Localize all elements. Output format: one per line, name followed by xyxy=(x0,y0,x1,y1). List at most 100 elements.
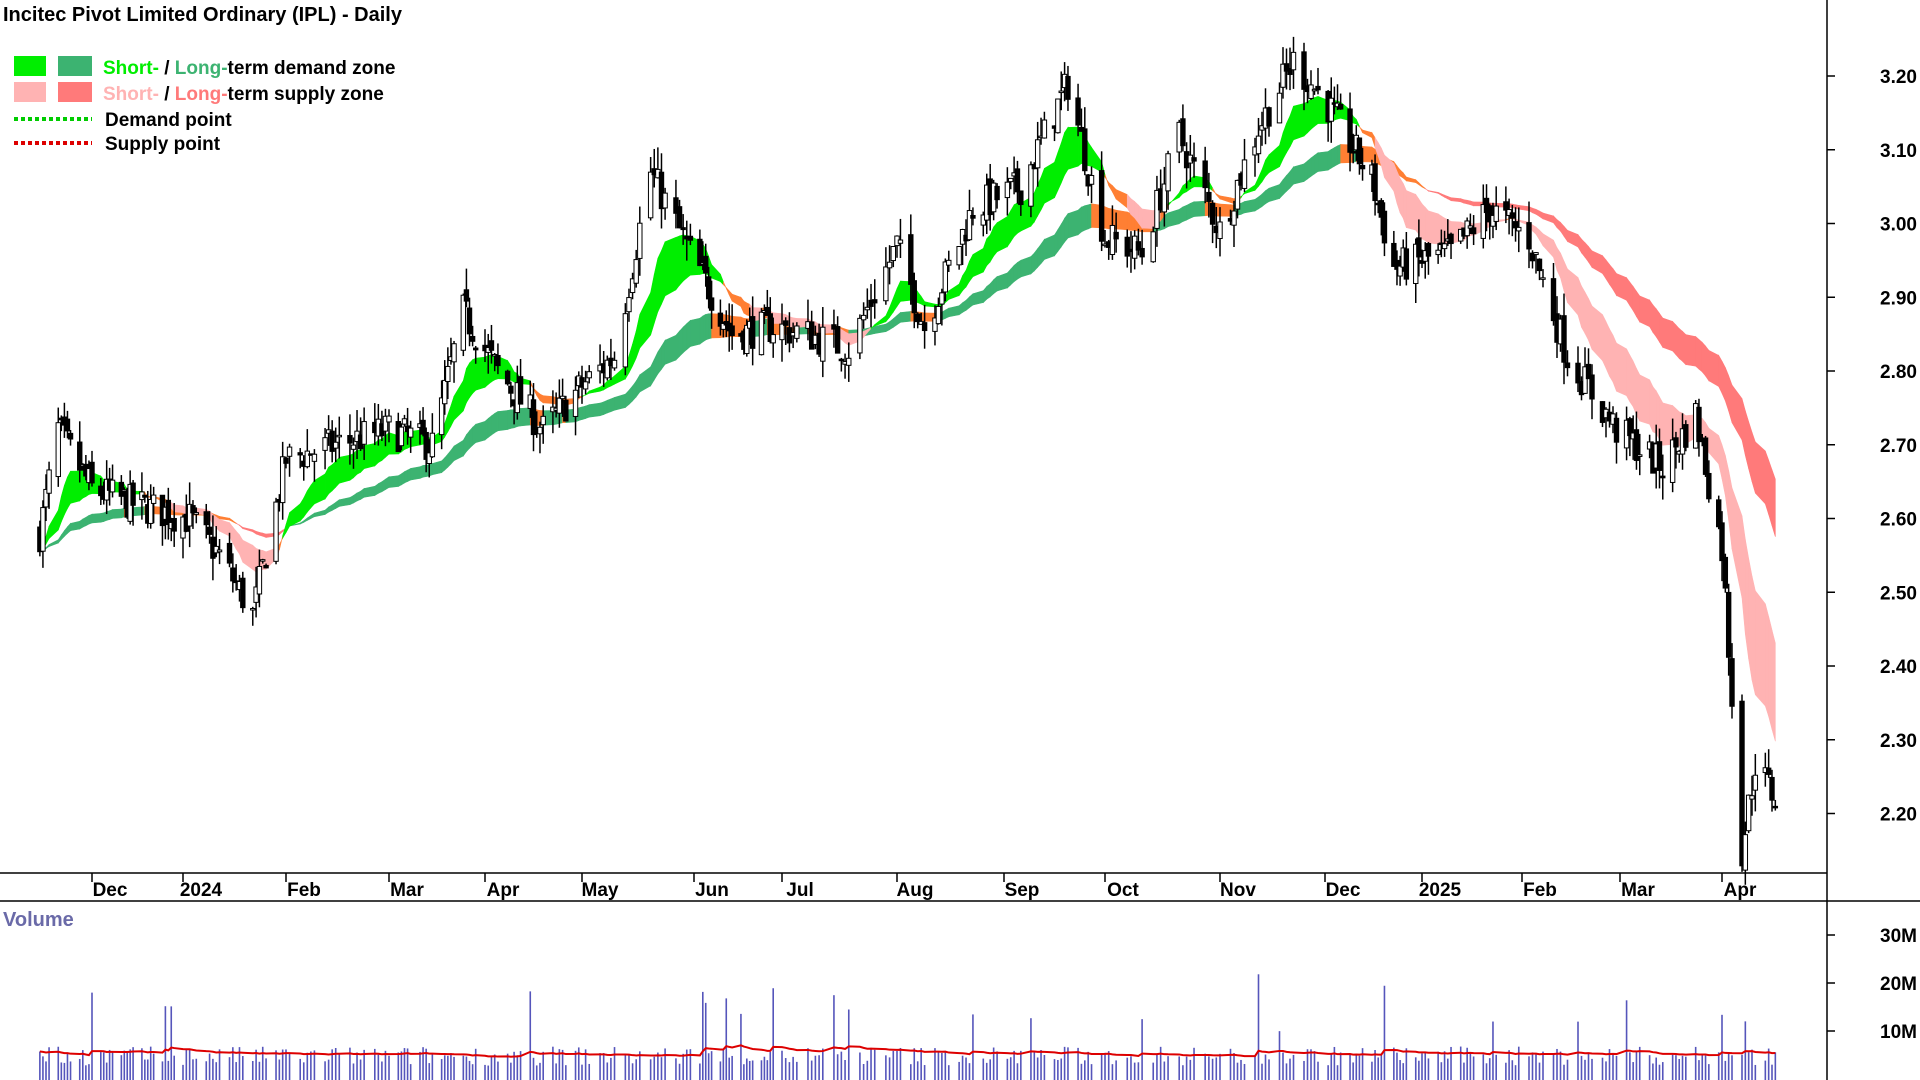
long-term-zone-band xyxy=(1765,450,1769,515)
candle-body xyxy=(1065,75,1071,100)
long-term-zone-band xyxy=(64,525,68,538)
time-tick-label: Mar xyxy=(390,880,424,901)
candle-body xyxy=(1391,242,1397,267)
candle-body xyxy=(857,317,863,354)
short-term-zone-band xyxy=(1054,152,1059,198)
long-term-zone-band xyxy=(657,345,662,375)
candle-body xyxy=(932,317,938,332)
candle-body xyxy=(466,307,473,335)
long-term-zone-band xyxy=(1402,171,1407,182)
short-term-zone-band xyxy=(1282,123,1287,160)
long-term-zone-band xyxy=(699,315,704,345)
candle-body xyxy=(469,335,476,342)
short-term-zone-band xyxy=(1393,163,1398,204)
short-term-zone-band xyxy=(1167,192,1180,207)
long-term-zone-band xyxy=(686,319,691,351)
long-term-zone-band xyxy=(1040,238,1045,265)
long-term-zone-band xyxy=(958,302,963,316)
short-term-zone-band xyxy=(48,509,59,540)
candle-body xyxy=(1582,366,1588,394)
long-term-zone-band xyxy=(360,487,365,500)
short-term-zone-band xyxy=(1581,285,1586,335)
long-term-zone-band xyxy=(1258,193,1263,210)
long-term-zone-band xyxy=(599,401,604,417)
short-term-zone-band xyxy=(61,485,65,522)
short-term-zone-band xyxy=(1010,203,1015,243)
candle-body xyxy=(939,292,945,305)
candle-body xyxy=(860,314,867,321)
long-term-zone-band xyxy=(494,411,499,434)
candle-body xyxy=(186,503,193,527)
short-term-zone-band xyxy=(1588,298,1593,350)
short-term-zone-band xyxy=(1115,189,1128,209)
legend-demand-zone: Short- / Long-term demand zone xyxy=(103,58,395,79)
candle-body xyxy=(43,488,49,508)
long-term-zone-band xyxy=(1060,217,1065,248)
candle-body xyxy=(1209,202,1216,225)
long-term-zone-band xyxy=(996,272,1008,292)
long-term-zone-band xyxy=(581,405,586,420)
long-term-zone-band xyxy=(229,517,234,523)
candle-body xyxy=(256,565,263,595)
candle-body xyxy=(744,324,750,355)
long-term-zone-band xyxy=(1167,208,1180,228)
candle-body xyxy=(556,397,563,414)
candle-body xyxy=(350,444,357,450)
short-term-zone-band xyxy=(1286,115,1291,154)
long-term-zone-band xyxy=(1182,204,1187,222)
chart-title: Incitec Pivot Limited Ordinary (IPL) - D… xyxy=(3,4,403,26)
candle-body xyxy=(915,313,921,323)
long-term-zone-band xyxy=(702,313,707,343)
candle-body xyxy=(1191,157,1197,162)
short-term-zone-band xyxy=(536,390,541,402)
short-term-zone-band xyxy=(1352,115,1357,125)
long-term-zone-band xyxy=(989,278,994,298)
candle-body xyxy=(838,358,845,362)
long-term-zone-band xyxy=(109,509,113,520)
volume-tick-label: 30M xyxy=(1880,926,1917,947)
long-term-zone-band xyxy=(444,453,449,471)
candle-body xyxy=(1397,265,1403,277)
long-term-zone-band xyxy=(1701,341,1706,377)
legend-short-demand-swatch xyxy=(14,56,46,76)
short-term-zone-band xyxy=(650,274,655,336)
short-term-zone-band xyxy=(285,512,290,534)
long-term-zone-band xyxy=(1037,243,1042,268)
long-term-zone-band xyxy=(1219,203,1231,217)
time-axis: Dec 2024 Feb Mar Apr May Jun Jul Aug Sep Oct Nov Dec… xyxy=(91,873,1757,901)
candle-body xyxy=(1266,107,1272,127)
short-term-zone-band xyxy=(1310,97,1315,130)
short-term-zone-band xyxy=(1112,184,1117,200)
short-term-zone-band xyxy=(728,290,733,302)
long-term-zone-band xyxy=(67,522,71,535)
short-term-zone-band xyxy=(1755,589,1766,707)
candle-body xyxy=(322,437,328,451)
candle-body xyxy=(206,526,213,535)
long-term-zone-band xyxy=(410,466,421,481)
long-term-zone-band xyxy=(491,412,496,436)
candle-body xyxy=(582,381,589,390)
short-term-zone-band xyxy=(1632,360,1637,416)
short-term-zone-band xyxy=(1215,193,1221,200)
short-term-zone-band xyxy=(892,288,898,314)
candle-body xyxy=(834,326,841,354)
price-tick-label: 2.80 xyxy=(1880,362,1917,383)
long-term-zone-band xyxy=(1470,200,1474,207)
candle-body xyxy=(297,452,303,456)
price-tick-label: 2.20 xyxy=(1880,805,1917,826)
short-term-zone-band xyxy=(67,471,71,510)
volume-tick-label: 20M xyxy=(1880,974,1917,995)
long-term-zone-band xyxy=(1317,151,1329,172)
short-term-zone-band xyxy=(1064,126,1069,177)
long-term-zone-band xyxy=(1286,170,1291,192)
short-term-zone-band xyxy=(962,269,967,292)
long-term-zone-band xyxy=(1659,312,1664,349)
short-term-zone-band xyxy=(239,533,244,563)
candle-body xyxy=(872,299,878,304)
volume-panel-label: Volume xyxy=(3,909,74,931)
candle-body xyxy=(703,255,709,274)
short-term-zone-band xyxy=(1268,144,1280,174)
short-term-zone-band xyxy=(1091,146,1102,173)
short-term-zone-band xyxy=(1584,291,1589,341)
candle-body xyxy=(846,357,852,366)
